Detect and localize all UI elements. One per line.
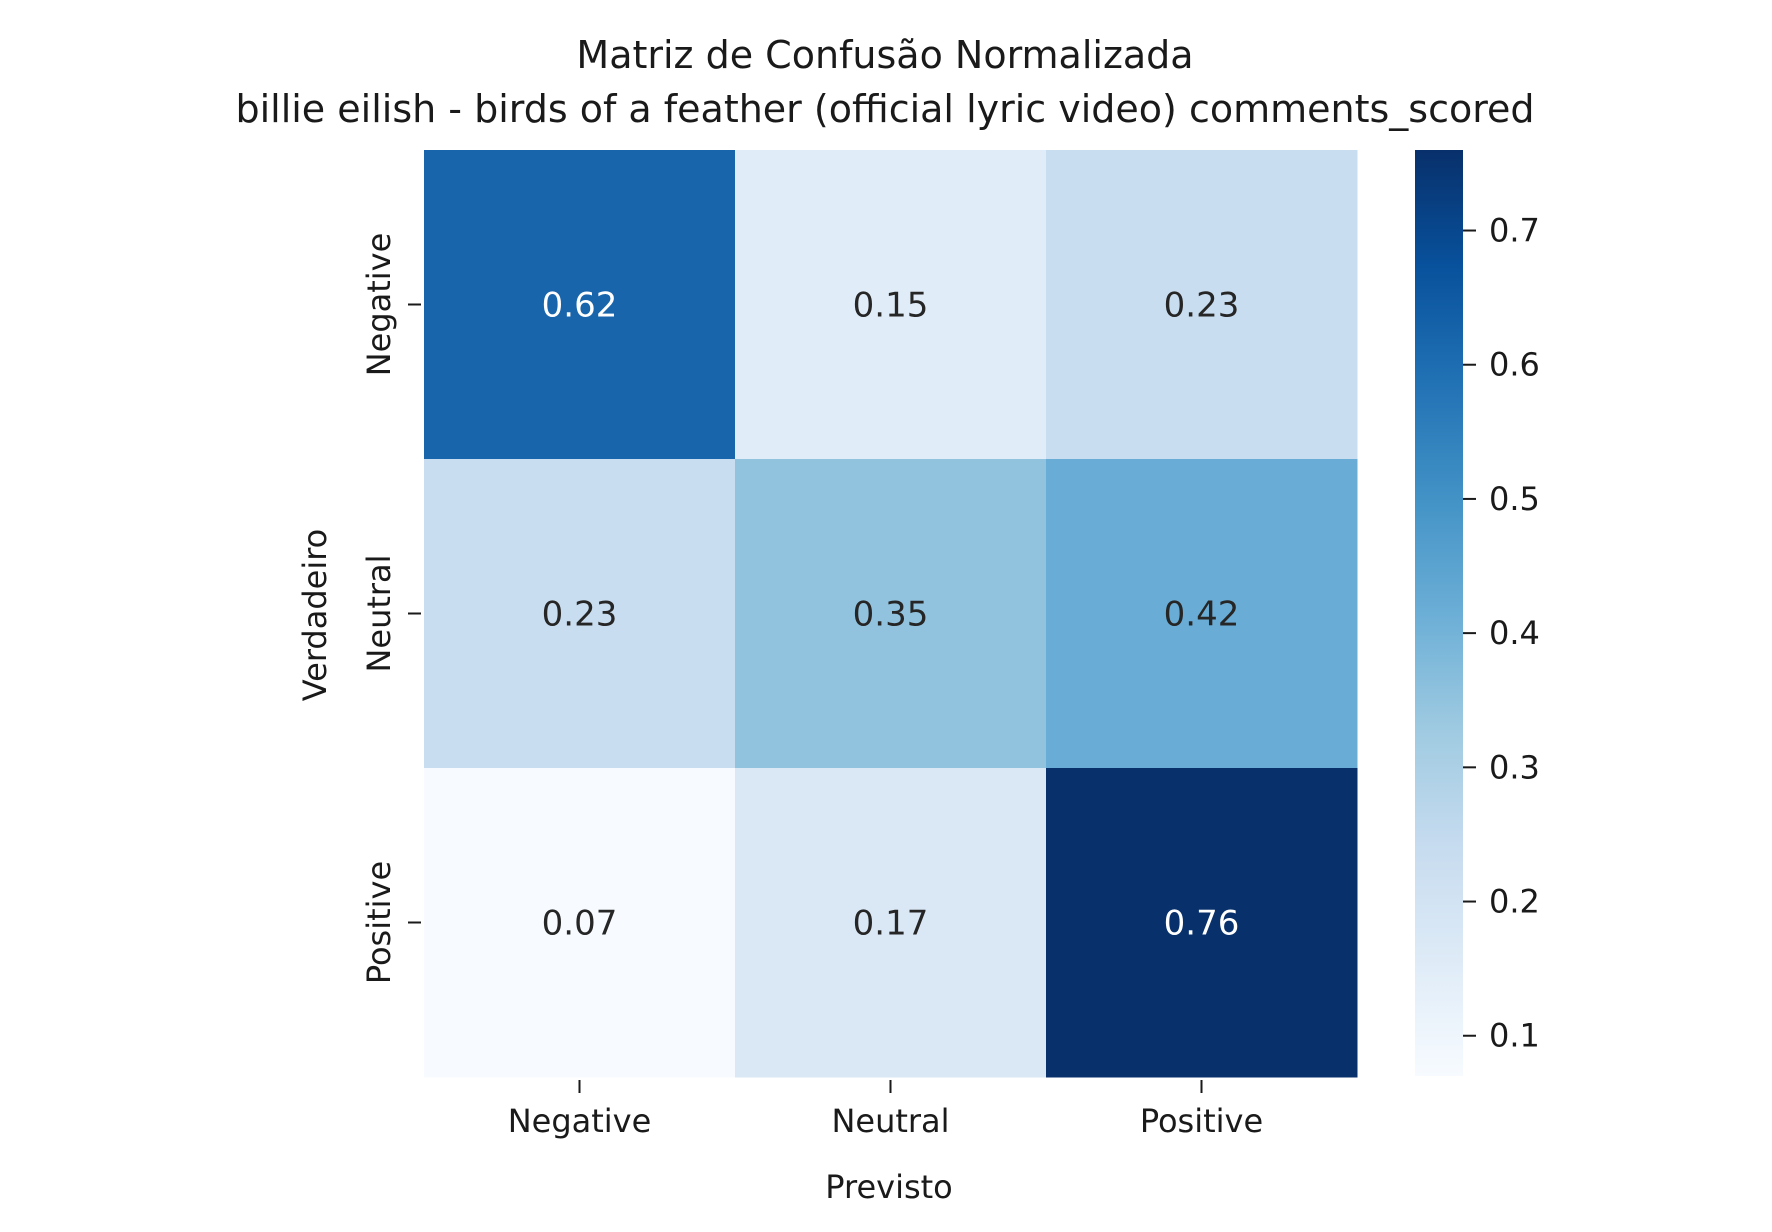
- x-tick-label-1: Neutral: [831, 1102, 949, 1140]
- cell-label-1-2: 0.42: [1164, 595, 1240, 635]
- y-tick-label-0: Negative: [360, 233, 398, 377]
- y-axis: Negative Neutral Positive: [360, 233, 421, 984]
- heatmap-cell-2-2: [1046, 768, 1358, 1078]
- heatmap-cell-0-1: [735, 150, 1047, 460]
- heatmap-cell-1-2: [1046, 459, 1358, 769]
- cell-label-0-1: 0.15: [853, 286, 929, 326]
- x-axis-label: Previsto: [825, 1168, 953, 1206]
- colorbar-tick-label-0: 0.1: [1489, 1017, 1540, 1055]
- colorbar-tick-label-3: 0.4: [1489, 614, 1540, 652]
- colorbar-tick-label-1: 0.2: [1489, 883, 1540, 921]
- chart-subtitle: billie eilish - birds of a feather (offi…: [235, 87, 1534, 131]
- cell-label-1-0: 0.23: [542, 595, 618, 635]
- colorbar-tick-label-6: 0.7: [1489, 212, 1540, 250]
- x-tick-label-2: Positive: [1140, 1102, 1263, 1140]
- heatmap-cell-1-1: [735, 459, 1047, 769]
- cell-label-2-2: 0.76: [1164, 904, 1240, 944]
- heatmap-cell-0-2: [1046, 150, 1358, 460]
- cell-label-1-1: 0.35: [853, 595, 929, 635]
- cell-label-0-2: 0.23: [1164, 286, 1240, 326]
- cell-label-0-0: 0.62: [542, 286, 618, 326]
- x-axis: Negative Neutral Positive: [508, 1080, 1263, 1140]
- colorbar-tick-label-5: 0.6: [1489, 346, 1540, 384]
- chart-title: Matriz de Confusão Normalizada: [576, 33, 1193, 77]
- cell-label-2-1: 0.17: [853, 904, 929, 944]
- cell-label-2-0: 0.07: [542, 904, 618, 944]
- colorbar-gradient: [1415, 150, 1463, 1076]
- heatmap-grid: 0.62 0.15 0.23 0.23 0.35 0.42 0.07 0.17 0.76: [424, 150, 1358, 1078]
- colorbar: 0.1 0.2 0.3 0.4 0.5 0.6 0.7: [1415, 150, 1540, 1076]
- heatmap-cell-2-1: [735, 768, 1047, 1078]
- heatmap-cell-1-0: [424, 459, 736, 769]
- y-tick-label-2: Positive: [360, 861, 398, 984]
- y-tick-label-1: Neutral: [360, 554, 398, 672]
- y-axis-label: Verdadeiro: [296, 529, 334, 702]
- heatmap-cell-2-0: [424, 768, 736, 1078]
- colorbar-tick-label-2: 0.3: [1489, 748, 1540, 786]
- x-tick-label-0: Negative: [508, 1102, 652, 1140]
- colorbar-tick-label-4: 0.5: [1489, 480, 1540, 518]
- heatmap-cell-0-0: [424, 150, 736, 460]
